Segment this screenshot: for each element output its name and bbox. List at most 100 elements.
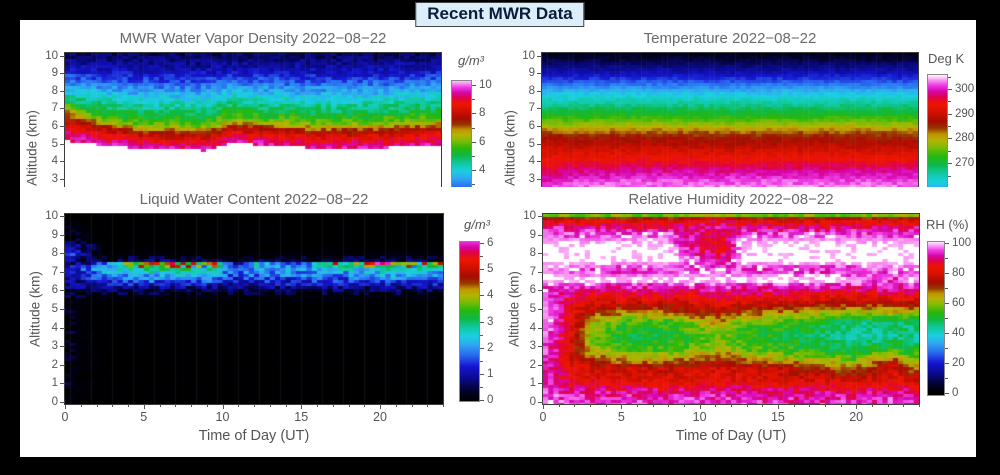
rh-x-tick-mark <box>762 404 764 407</box>
wv-cbar-minor-tick <box>472 99 475 101</box>
rh-y-tick-label: 9 <box>529 228 536 241</box>
lwc-cbar-minor-tick <box>480 334 483 336</box>
rh-cbar-tick-label: 60 <box>952 296 965 309</box>
temp-y-tick-mark <box>537 143 542 145</box>
wv-cbar-tick-mark <box>472 170 476 172</box>
temp-y-tick-label: 6 <box>528 120 535 133</box>
wv-y-tick-mark <box>60 178 65 180</box>
page-title-box: Recent MWR Data <box>415 2 585 27</box>
rh-y-tick-mark <box>538 234 543 236</box>
rh-y-tick-mark <box>538 308 543 310</box>
wv-y-tick-label: 10 <box>45 49 58 62</box>
lwc-x-tick-mark <box>112 404 114 407</box>
liquid-water-colorbar-label: g/m³ <box>464 217 490 232</box>
rh-cbar-tick-label: 80 <box>952 266 965 279</box>
rh-cbar-tick-label: 40 <box>952 326 965 339</box>
wv-y-tick-mark <box>60 161 65 163</box>
lwc-x-tick-label: 0 <box>61 410 69 424</box>
rh-cbar-minor-tick <box>945 287 948 289</box>
lwc-x-tick-mark <box>96 404 98 407</box>
rh-y-tick-mark <box>538 271 543 273</box>
rh-x-tick-mark <box>903 404 905 407</box>
wv-y-tick-label: 9 <box>51 67 58 80</box>
lwc-x-tick-mark <box>191 404 192 407</box>
humidity-xlabel: Time of Day (UT) <box>675 428 787 444</box>
lwc-y-tick-mark <box>60 308 65 310</box>
rh-x-tick-label: 15 <box>770 410 785 424</box>
wv-cbar-minor-tick <box>472 155 475 157</box>
rh-y-tick-mark <box>538 383 543 385</box>
rh-cbar-minor-tick <box>945 317 948 319</box>
temp-cbar-tick-label: 280 <box>955 132 975 145</box>
lwc-y-tick-mark <box>60 234 65 236</box>
lwc-x-tick-mark <box>332 404 334 407</box>
lwc-cbar-tick-mark <box>480 400 484 402</box>
lwc-y-tick-mark <box>60 401 65 403</box>
rh-y-tick-mark <box>538 401 543 403</box>
plot-area: MWR Water Vapor Density 2022−08−22 Altit… <box>20 20 976 457</box>
rh-x-tick-mark <box>856 404 858 409</box>
temp-y-tick-label: 7 <box>528 102 535 115</box>
temp-y-tick-mark <box>537 108 542 110</box>
wv-y-tick-mark <box>60 55 65 57</box>
rh-x-tick-mark <box>715 404 717 407</box>
wv-y-tick-mark <box>60 143 65 145</box>
rh-x-tick-label: 20 <box>849 410 864 424</box>
wv-y-tick-mark <box>60 126 65 128</box>
temp-y-tick-label: 4 <box>528 155 535 168</box>
rh-y-tick-mark <box>538 364 543 366</box>
rh-y-tick-mark <box>538 327 543 329</box>
temp-cbar-minor-tick <box>948 150 951 152</box>
temp-cbar-minor-tick <box>948 76 951 78</box>
lwc-y-tick-mark <box>60 271 65 273</box>
water-vapor-heatmap <box>65 53 441 187</box>
lwc-cbar-tick-label: 5 <box>487 263 494 276</box>
lwc-x-tick-mark <box>143 404 145 409</box>
wv-y-tick-label: 7 <box>51 102 58 115</box>
lwc-x-tick-mark <box>175 404 177 407</box>
temperature-heatmap <box>542 53 918 187</box>
wv-cbar-tick-label: 8 <box>479 107 486 120</box>
lwc-y-tick-label: 9 <box>51 228 58 241</box>
wv-cbar-minor-tick <box>472 184 475 186</box>
liquid-water-colorbar <box>459 241 480 402</box>
lwc-x-tick-label: 5 <box>140 410 148 424</box>
rh-x-tick-mark <box>589 404 591 407</box>
humidity-colorbar <box>927 241 945 396</box>
lwc-cbar-tick-mark <box>480 321 484 323</box>
lwc-y-tick-label: 1 <box>51 377 58 390</box>
lwc-cbar-tick-mark <box>480 347 484 349</box>
lwc-x-tick-mark <box>301 404 303 409</box>
rh-x-tick-mark <box>668 404 670 407</box>
water-vapor-title: MWR Water Vapor Density 2022−08−22 <box>119 30 387 47</box>
rh-x-tick-mark <box>793 404 795 407</box>
wv-cbar-tick-label: 6 <box>479 135 486 148</box>
rh-x-tick-mark <box>871 404 873 407</box>
rh-y-tick-mark <box>538 253 543 255</box>
rh-x-tick-label: 0 <box>539 410 547 424</box>
wv-cbar-tick-mark <box>472 113 476 115</box>
lwc-x-tick-label: 20 <box>373 410 387 424</box>
wv-cbar-tick-label: 10 <box>479 78 492 91</box>
rh-y-tick-mark <box>538 346 543 348</box>
lwc-x-tick-mark <box>65 404 66 409</box>
lwc-cbar-tick-mark <box>480 269 484 271</box>
temp-cbar-tick-label: 300 <box>955 83 975 96</box>
lwc-y-tick-mark <box>60 290 65 292</box>
lwc-x-tick-mark <box>443 404 444 407</box>
rh-y-tick-label: 2 <box>529 358 536 371</box>
temp-y-tick-mark <box>537 55 542 57</box>
lwc-x-tick-mark <box>364 404 366 407</box>
rh-x-tick-label: 10 <box>692 410 707 424</box>
rh-x-tick-mark <box>777 404 779 409</box>
lwc-x-tick-mark <box>254 404 255 407</box>
lwc-x-tick-label: 10 <box>215 410 230 424</box>
temperature-colorbar-label: Deg K <box>928 51 965 66</box>
lwc-x-tick-label: 15 <box>294 410 309 424</box>
rh-x-tick-mark <box>918 404 920 407</box>
lwc-x-tick-mark <box>348 404 350 407</box>
wv-y-tick-label: 5 <box>51 137 58 150</box>
temperature-colorbar <box>927 74 948 187</box>
temp-y-tick-mark <box>537 90 542 92</box>
rh-x-tick-mark <box>574 404 576 407</box>
